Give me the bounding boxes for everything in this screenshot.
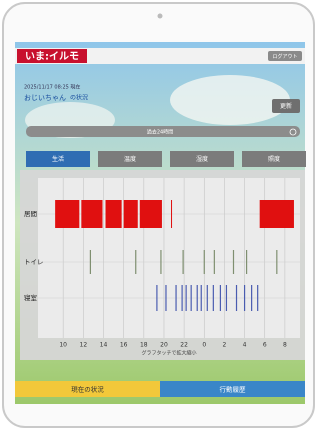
logout-label[interactable]: ログアウト	[272, 53, 297, 60]
subject-suffix: の状況	[70, 94, 88, 102]
x-tick-label: 14	[100, 342, 108, 349]
camera	[158, 14, 163, 19]
tab-label[interactable]: 湿度	[196, 155, 208, 163]
x-tick-label: 12	[80, 342, 88, 349]
x-tick-label: 10	[59, 342, 67, 349]
x-tick-label: 18	[140, 342, 148, 349]
row-label: 居間	[24, 210, 37, 218]
x-tick-label: 20	[160, 342, 168, 349]
x-tick-label: 0	[202, 342, 206, 349]
x-tick-label: 22	[180, 342, 188, 349]
activity-interval	[260, 200, 294, 228]
tablet: いま:イルモ ログアウト 2025/11/17 08:25 現在 おじいちゃん …	[0, 0, 317, 430]
activity-interval	[106, 200, 122, 228]
activity-interval	[140, 200, 162, 228]
chart-caption: グラフタッチで拡大縮小	[141, 350, 196, 357]
app-title: いま:イルモ	[25, 51, 79, 63]
x-tick-label: 4	[243, 342, 247, 349]
page: {"header": {"title": "いま:イルモ", "logout":…	[0, 0, 317, 430]
tab-label[interactable]: 照度	[268, 155, 280, 163]
x-tick-label: 6	[263, 342, 267, 349]
x-tick-label: 16	[120, 342, 128, 349]
activity-interval	[171, 200, 172, 228]
tab-label[interactable]: 温度	[124, 155, 136, 163]
row-label: トイレ	[24, 258, 44, 266]
period-label[interactable]: 過去24時間	[147, 129, 173, 136]
activity-interval	[55, 200, 79, 228]
cloud	[170, 75, 290, 125]
x-tick-label: 8	[283, 342, 287, 349]
activity-interval	[124, 200, 138, 228]
bottom-tab-label[interactable]: 行動履歴	[220, 385, 247, 394]
refresh-label[interactable]: 更新	[280, 102, 292, 110]
x-tick-label: 2	[223, 342, 227, 349]
row-label: 寝室	[24, 293, 38, 302]
bottom-tab-label[interactable]: 現在の状況	[71, 385, 104, 394]
subject-name: おじいちゃん	[24, 94, 66, 102]
activity-interval	[81, 200, 102, 228]
timestamp: 2025/11/17 08:25 現在	[24, 84, 80, 91]
tab-label[interactable]: 生活	[52, 155, 64, 163]
